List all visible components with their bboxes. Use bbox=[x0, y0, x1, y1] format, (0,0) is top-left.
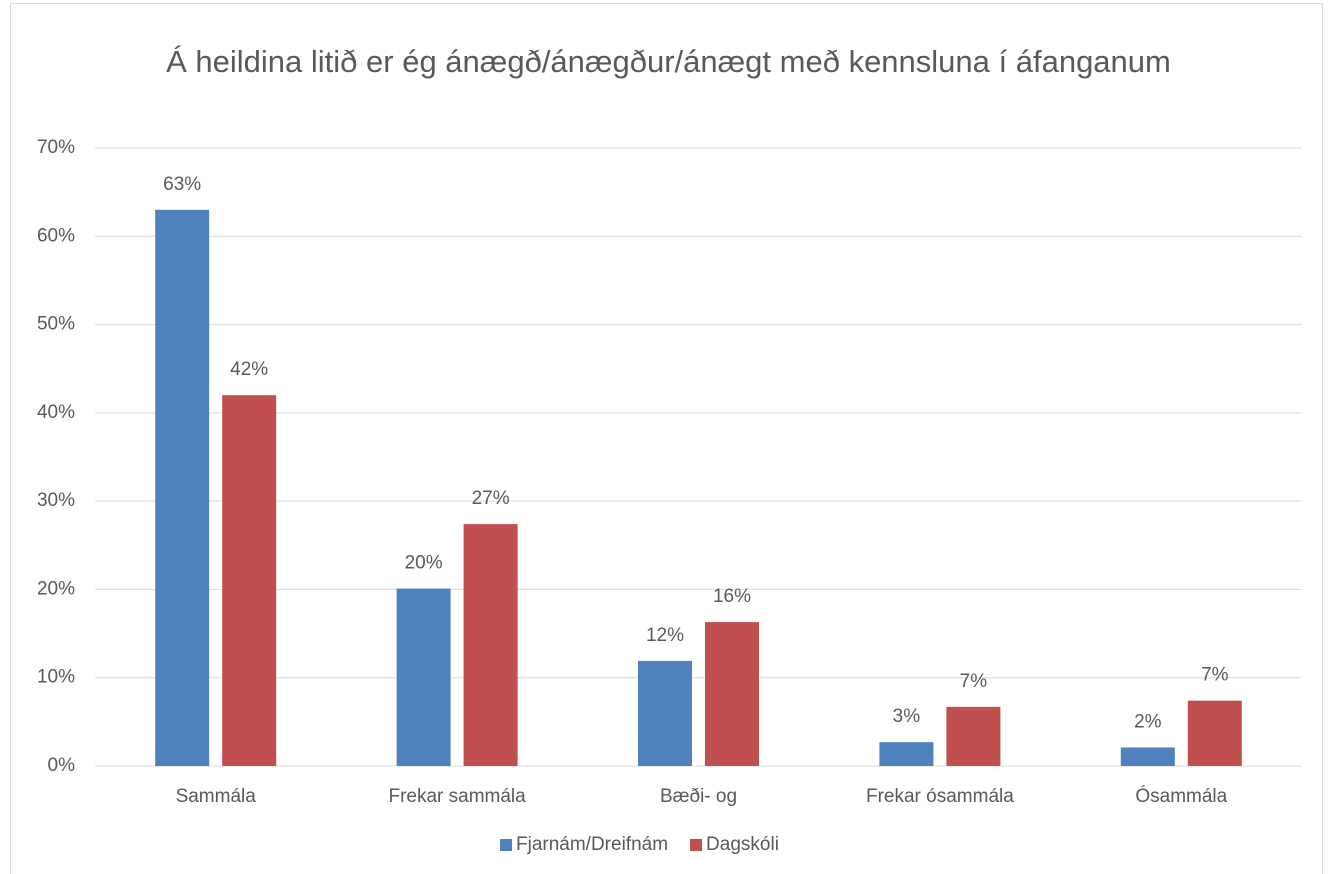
data-label: 20% bbox=[405, 553, 443, 574]
y-tick-label: 50% bbox=[37, 314, 75, 335]
bar bbox=[222, 395, 277, 766]
data-label: 16% bbox=[713, 586, 751, 607]
bar bbox=[155, 209, 210, 767]
data-label: 7% bbox=[1201, 665, 1229, 686]
legend-label: Dagskóli bbox=[706, 834, 779, 855]
x-tick-label: Bæði- og bbox=[660, 786, 737, 807]
bar bbox=[638, 660, 692, 766]
chart-title: Á heildina litið er ég ánægð/ánægður/ánæ… bbox=[166, 44, 1171, 79]
data-label: 7% bbox=[960, 671, 988, 692]
legend-label: Fjarnám/Dreifnám bbox=[516, 834, 668, 855]
bar bbox=[396, 588, 451, 766]
bar bbox=[463, 524, 518, 766]
bar bbox=[946, 706, 1001, 766]
legend-swatch bbox=[690, 839, 703, 851]
data-label: 12% bbox=[646, 625, 684, 646]
chart-border bbox=[10, 3, 1323, 874]
x-tick-label: Ósammála bbox=[1135, 785, 1227, 807]
data-label: 2% bbox=[1134, 711, 1162, 732]
y-tick-label: 0% bbox=[48, 755, 76, 776]
data-label: 42% bbox=[230, 359, 268, 380]
y-tick-label: 60% bbox=[37, 225, 75, 246]
legend-swatch bbox=[500, 839, 512, 851]
bar bbox=[705, 622, 759, 766]
data-label: 3% bbox=[893, 706, 921, 727]
x-tick-label: Frekar sammála bbox=[388, 786, 526, 807]
bar bbox=[1187, 700, 1242, 766]
y-tick-label: 70% bbox=[37, 137, 75, 158]
bar bbox=[879, 742, 934, 766]
y-tick-label: 30% bbox=[37, 490, 75, 511]
x-tick-label: Frekar ósammála bbox=[866, 786, 1014, 807]
data-label: 63% bbox=[163, 174, 201, 195]
y-tick-label: 40% bbox=[37, 402, 75, 423]
data-label: 27% bbox=[472, 488, 510, 509]
y-tick-label: 20% bbox=[37, 578, 75, 599]
bar bbox=[1120, 747, 1175, 766]
x-tick-label: Sammála bbox=[176, 786, 257, 807]
y-tick-label: 10% bbox=[37, 667, 75, 688]
